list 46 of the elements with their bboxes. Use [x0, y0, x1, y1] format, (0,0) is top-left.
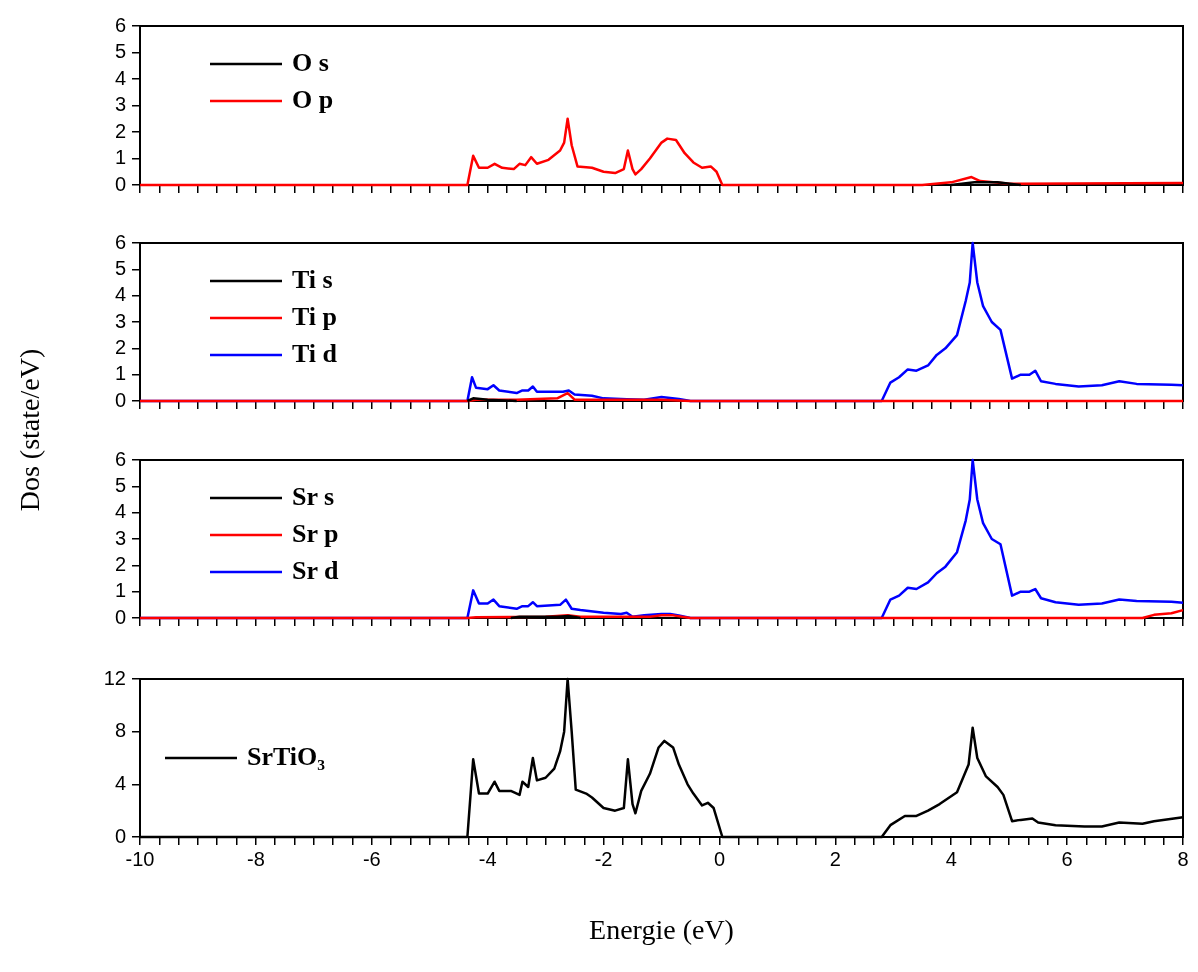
y-tick-label: 0	[114, 172, 126, 195]
y-tick-label: 6	[114, 447, 126, 470]
y-tick-label: 0	[114, 605, 126, 628]
y-tick-label: 0	[114, 824, 126, 847]
y-tick-label: 1	[114, 362, 126, 385]
legend-label: O p	[292, 84, 334, 114]
y-tick-label: 5	[114, 473, 126, 496]
y-tick-label: 1	[114, 579, 126, 602]
y-tick-label: 5	[114, 40, 126, 63]
y-tick-label: 5	[114, 256, 126, 279]
y-axis-title: Dos (state/eV)	[14, 348, 46, 512]
legend-label: O s	[292, 47, 329, 77]
legend-label: Ti p	[292, 301, 338, 331]
y-tick-label: 4	[114, 283, 126, 306]
y-tick-label: 4	[114, 771, 126, 794]
y-tick-label: 1	[114, 146, 126, 169]
x-axis-title: Energie (eV)	[589, 913, 734, 945]
x-tick-label: 4	[945, 847, 957, 870]
legend-label: SrTiO₃	[247, 741, 326, 771]
legend-label: Sr p	[292, 518, 339, 548]
x-tick-label: -10	[125, 847, 155, 870]
x-tick-label: 8	[1177, 847, 1189, 870]
x-tick-label: -2	[594, 847, 613, 870]
y-tick-label: 6	[114, 13, 126, 36]
legend-label: Ti d	[292, 338, 338, 368]
x-tick-label: 2	[829, 847, 841, 870]
y-tick-label: 12	[103, 666, 126, 689]
x-tick-label: 6	[1061, 847, 1073, 870]
y-tick-label: 2	[114, 552, 126, 575]
y-tick-label: 3	[114, 93, 126, 116]
x-tick-label: -6	[362, 847, 381, 870]
y-tick-label: 3	[114, 526, 126, 549]
legend-label: Sr s	[292, 481, 335, 511]
y-tick-label: 0	[114, 388, 126, 411]
y-tick-label: 2	[114, 119, 126, 142]
y-tick-label: 4	[114, 66, 126, 89]
y-tick-label: 8	[114, 719, 126, 742]
x-tick-label: 0	[713, 847, 726, 870]
x-tick-label: -4	[478, 847, 497, 870]
y-tick-label: 2	[114, 335, 126, 358]
y-tick-label: 6	[114, 230, 126, 253]
legend-label: Sr d	[292, 555, 340, 585]
legend-label: Ti s	[292, 264, 333, 294]
y-tick-label: 4	[114, 500, 126, 523]
x-tick-label: -8	[246, 847, 265, 870]
y-tick-label: 3	[114, 309, 126, 332]
